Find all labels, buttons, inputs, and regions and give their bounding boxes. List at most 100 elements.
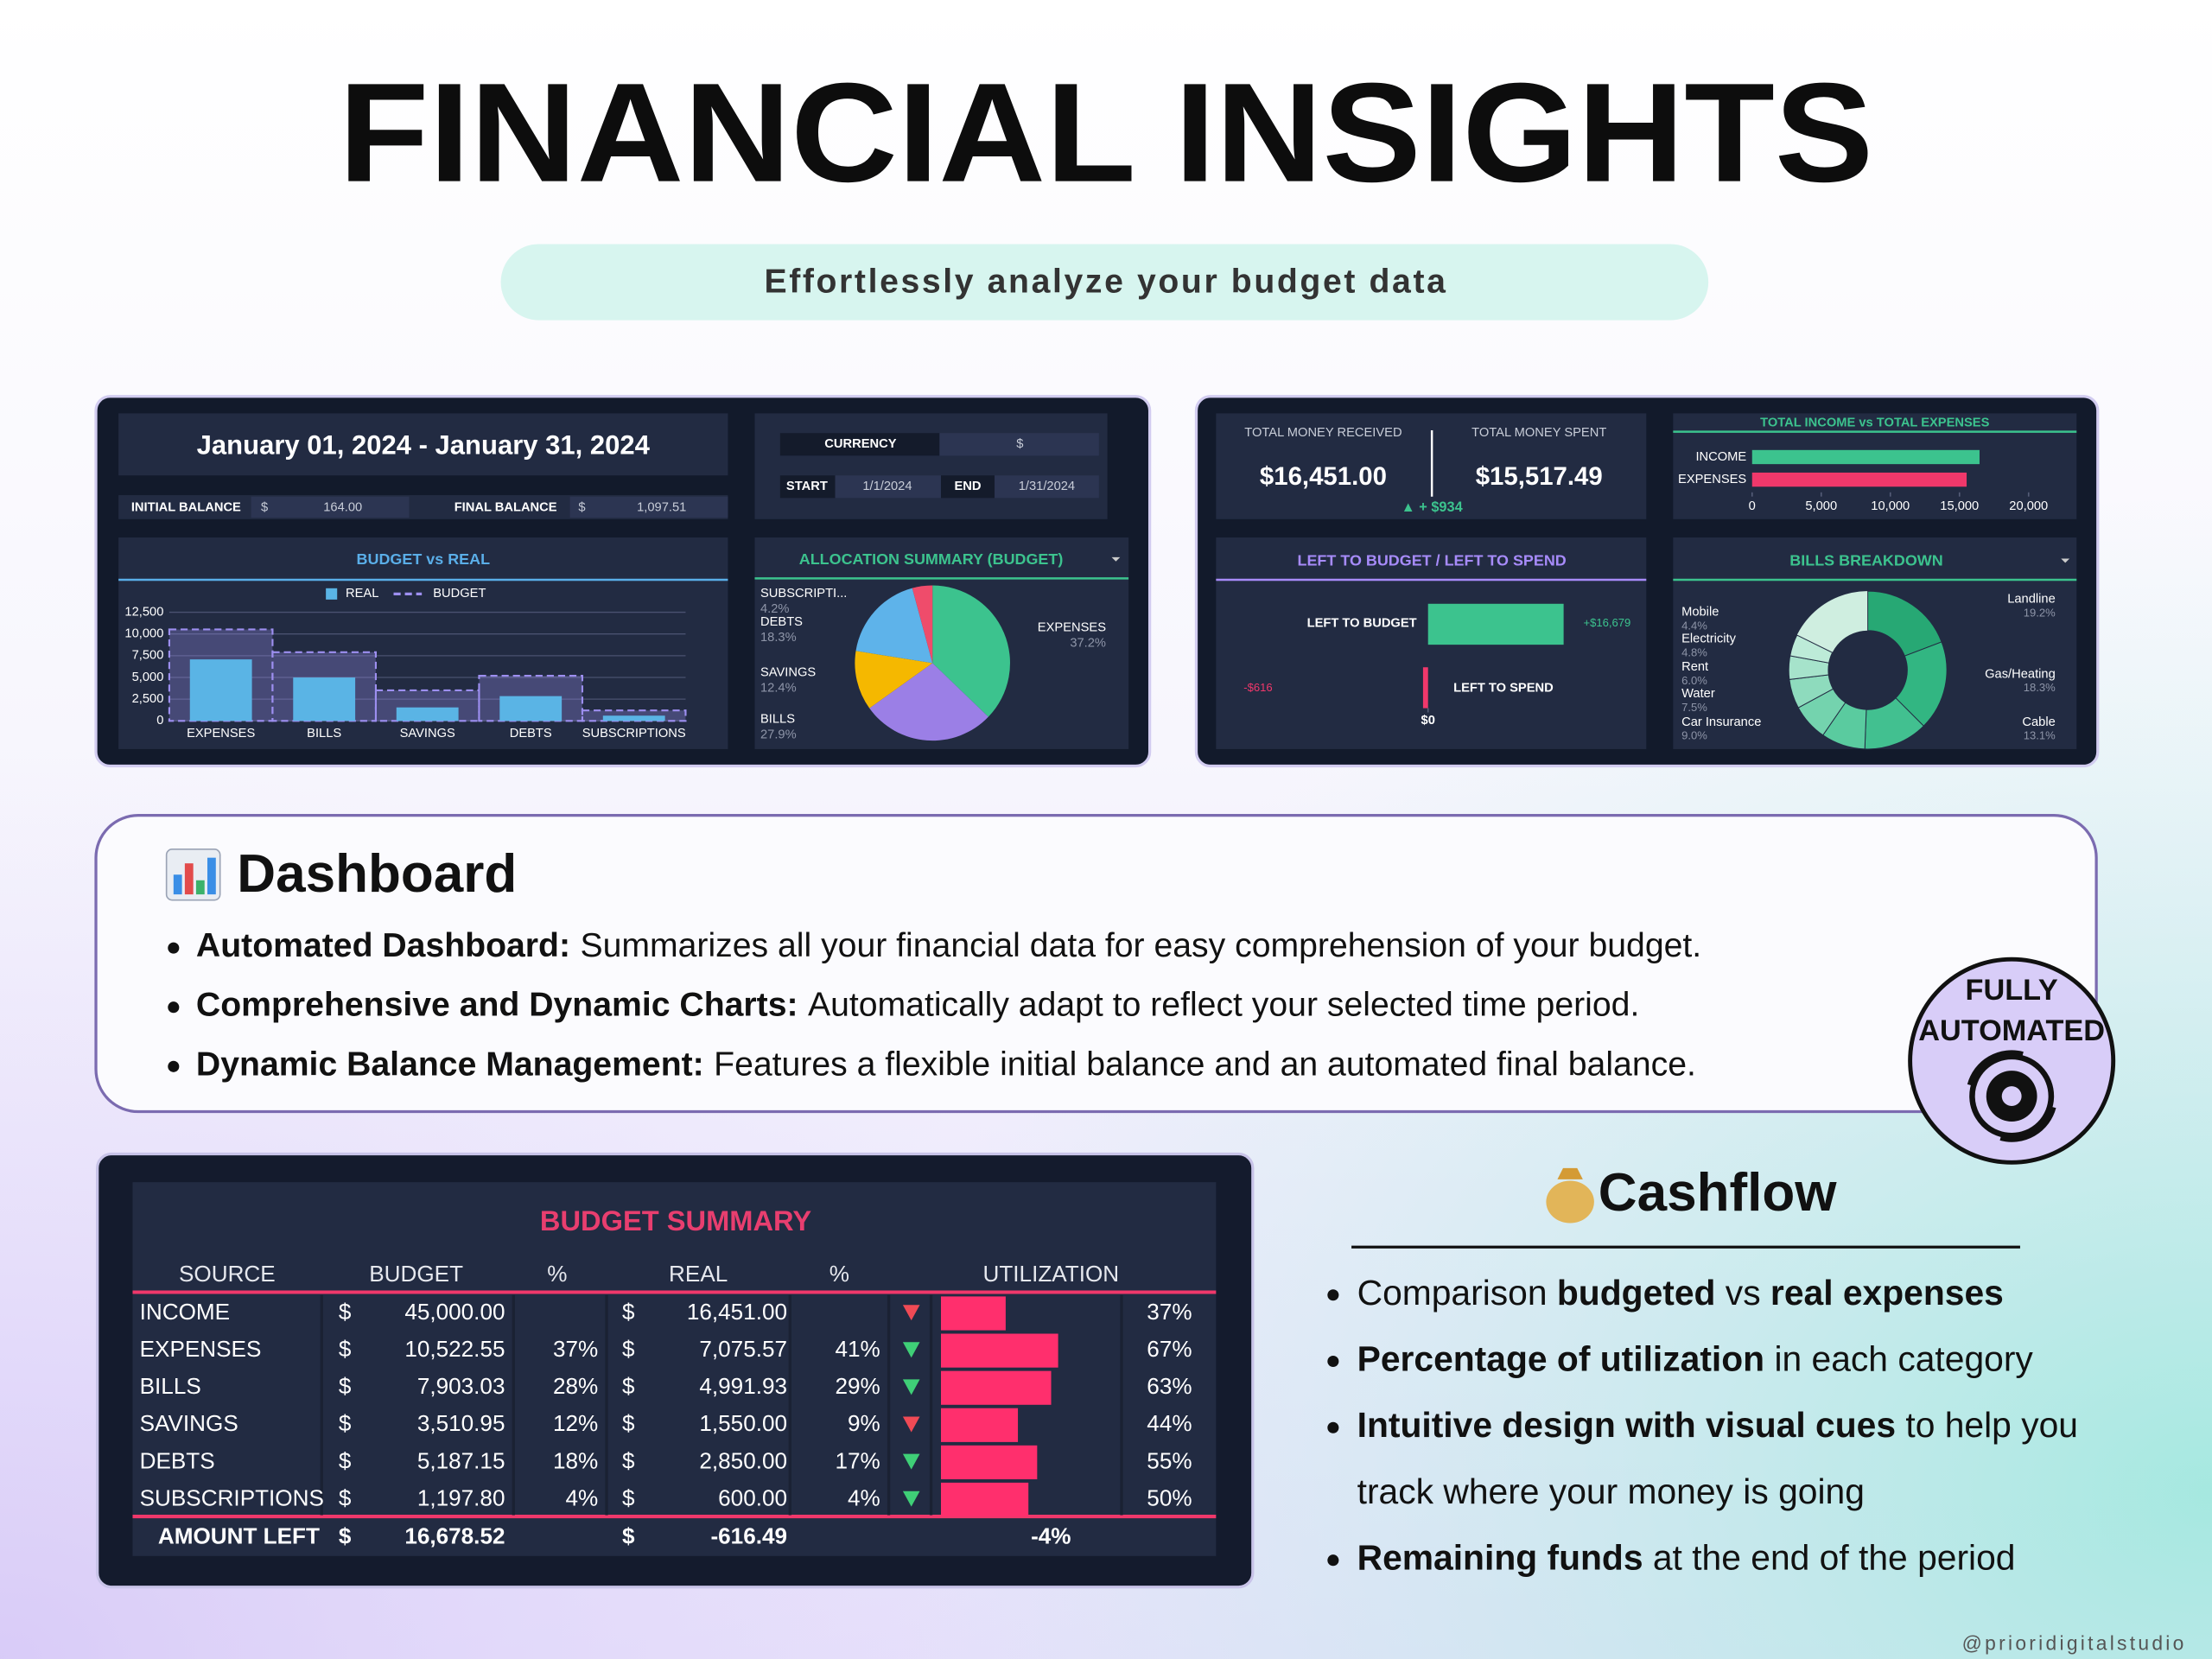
real-bar [293,677,356,721]
slice-value: 13.1% [2024,729,2056,742]
x-tick-label: 10,000 [1871,499,1910,513]
field-label: INITIAL BALANCE [131,501,241,515]
cell-currency: $ [339,1373,352,1399]
value-label: +$16,679 [1583,616,1630,629]
table-card [132,1182,1217,1556]
section-title: Dashboard [237,844,517,904]
bullet-text: Dynamic Balance Management: Features a fl… [196,1046,1696,1084]
x-tick-label: $0 [1421,714,1435,728]
bullet-text: Percentage of utilization in each catego… [1357,1338,2034,1378]
bullet-body: track where your money is going [1357,1471,1865,1511]
cell-real: -616.49 [710,1522,787,1548]
x-tick-label: SAVINGS [400,727,455,741]
cell-currency: $ [622,1447,635,1473]
bullet-dot [1327,1554,1339,1567]
cell-budget: 3,510.95 [417,1410,505,1436]
bullet-dot [1327,1355,1339,1368]
bar-label: LEFT TO BUDGET [1307,617,1417,631]
field [940,475,995,499]
cell-budget: 1,197.80 [417,1484,505,1510]
bullet-lead: Comprehensive and Dynamic Charts: [196,987,798,1024]
chart-icon [165,849,221,901]
cell-budget: 16,678.52 [404,1522,505,1548]
kpi-value: $15,517.49 [1476,462,1603,491]
slice-label: Water [1681,687,1715,701]
chart-title: BILLS BREAKDOWN [1789,552,1942,569]
cell-percent: 28% [553,1373,598,1399]
x-tick-label: DEBTS [510,727,552,741]
bullet-dot [1327,1421,1339,1433]
column-header: % [830,1261,849,1287]
slice-label: EXPENSES [1038,620,1106,634]
slice-value: 18.3% [2024,681,2056,694]
pie-slice [869,663,988,741]
cell-budget: 45,000.00 [404,1299,505,1325]
chart-title: ALLOCATION SUMMARY (BUDGET) [799,550,1064,568]
cell-percent: 9% [848,1410,880,1436]
cell-utilization: -4% [1031,1522,1071,1548]
cell-currency: $ [339,1299,352,1325]
bar [1422,667,1428,709]
slice-label: Electricity [1681,632,1736,645]
cell-utilization: 50% [1147,1484,1192,1510]
column-header: BUDGET [369,1261,463,1287]
cell-source: AMOUNT LEFT [158,1522,320,1548]
dropdown-icon[interactable] [2061,558,2070,563]
slice-value: 4.2% [760,602,789,616]
field [779,475,836,499]
cell-percent: 37% [553,1336,598,1362]
cell-utilization: 67% [1147,1336,1192,1362]
y-tick-label: 12,500 [124,605,163,619]
real-bar [189,659,252,721]
cell-currency: $ [339,1447,352,1473]
column-header: REAL [669,1261,728,1287]
bullet-strong: Percentage of utilization [1357,1338,1765,1378]
utilization-bar [940,1445,1038,1479]
field [995,475,1099,499]
bullet-text: Comparison budgeted vs real expenses [1357,1273,2004,1313]
cell-utilization: 55% [1147,1447,1192,1473]
field-label: CURRENCY [824,437,896,451]
bullet-strong: Remaining funds [1357,1537,1643,1577]
bullet-strong: Intuitive design with visual cues [1357,1405,1896,1445]
field-value: 164.00 [323,501,362,515]
cell-percent: 18% [553,1447,598,1473]
chart-title: LEFT TO BUDGET / LEFT TO SPEND [1298,552,1567,569]
bullet-text: Remaining funds at the end of the period [1357,1537,2016,1577]
dropdown-icon[interactable] [1111,556,1121,562]
legend-label: REAL [346,587,378,601]
x-tick-label: 0 [1749,499,1756,513]
bullet-body: Comparison [1357,1273,1557,1313]
card [118,413,728,476]
slice-label: SAVINGS [760,666,816,680]
bar [1751,472,1967,487]
slice-value: 18.3% [760,631,797,645]
bullet-lead: Automated Dashboard: [196,927,570,964]
bullet-body: to help you [1896,1405,2078,1445]
cell-real: 16,451.00 [687,1299,787,1325]
utilization-bar [940,1296,1006,1331]
utilization-bar [940,1370,1052,1405]
cell-real: 4,991.93 [699,1373,787,1399]
badge-text: AUTOMATED [1918,1014,2105,1047]
cell-real: 7,075.57 [699,1336,787,1362]
slice-value: 19.2% [2024,607,2056,620]
bullet-strong: budgeted [1557,1273,1716,1313]
slice-value: 27.9% [760,728,797,741]
x-tick-label: 15,000 [1940,499,1979,513]
bar [1427,603,1564,645]
y-tick-label: 5,000 [132,671,164,684]
cell-real: 600.00 [718,1484,787,1510]
bullet-body: vs [1715,1273,1770,1313]
utilization-bar [940,1482,1029,1517]
subtitle: Effortlessly analyze your budget data [764,264,1447,301]
slice-value: 4.8% [1681,645,1707,658]
flag-arrow [902,1342,920,1358]
slice-value: 7.5% [1681,701,1707,714]
bar-label: INCOME [1695,450,1746,464]
y-tick-label: 0 [156,714,163,728]
field-value: 1/31/2024 [1019,480,1075,493]
column-header: SOURCE [179,1261,276,1287]
